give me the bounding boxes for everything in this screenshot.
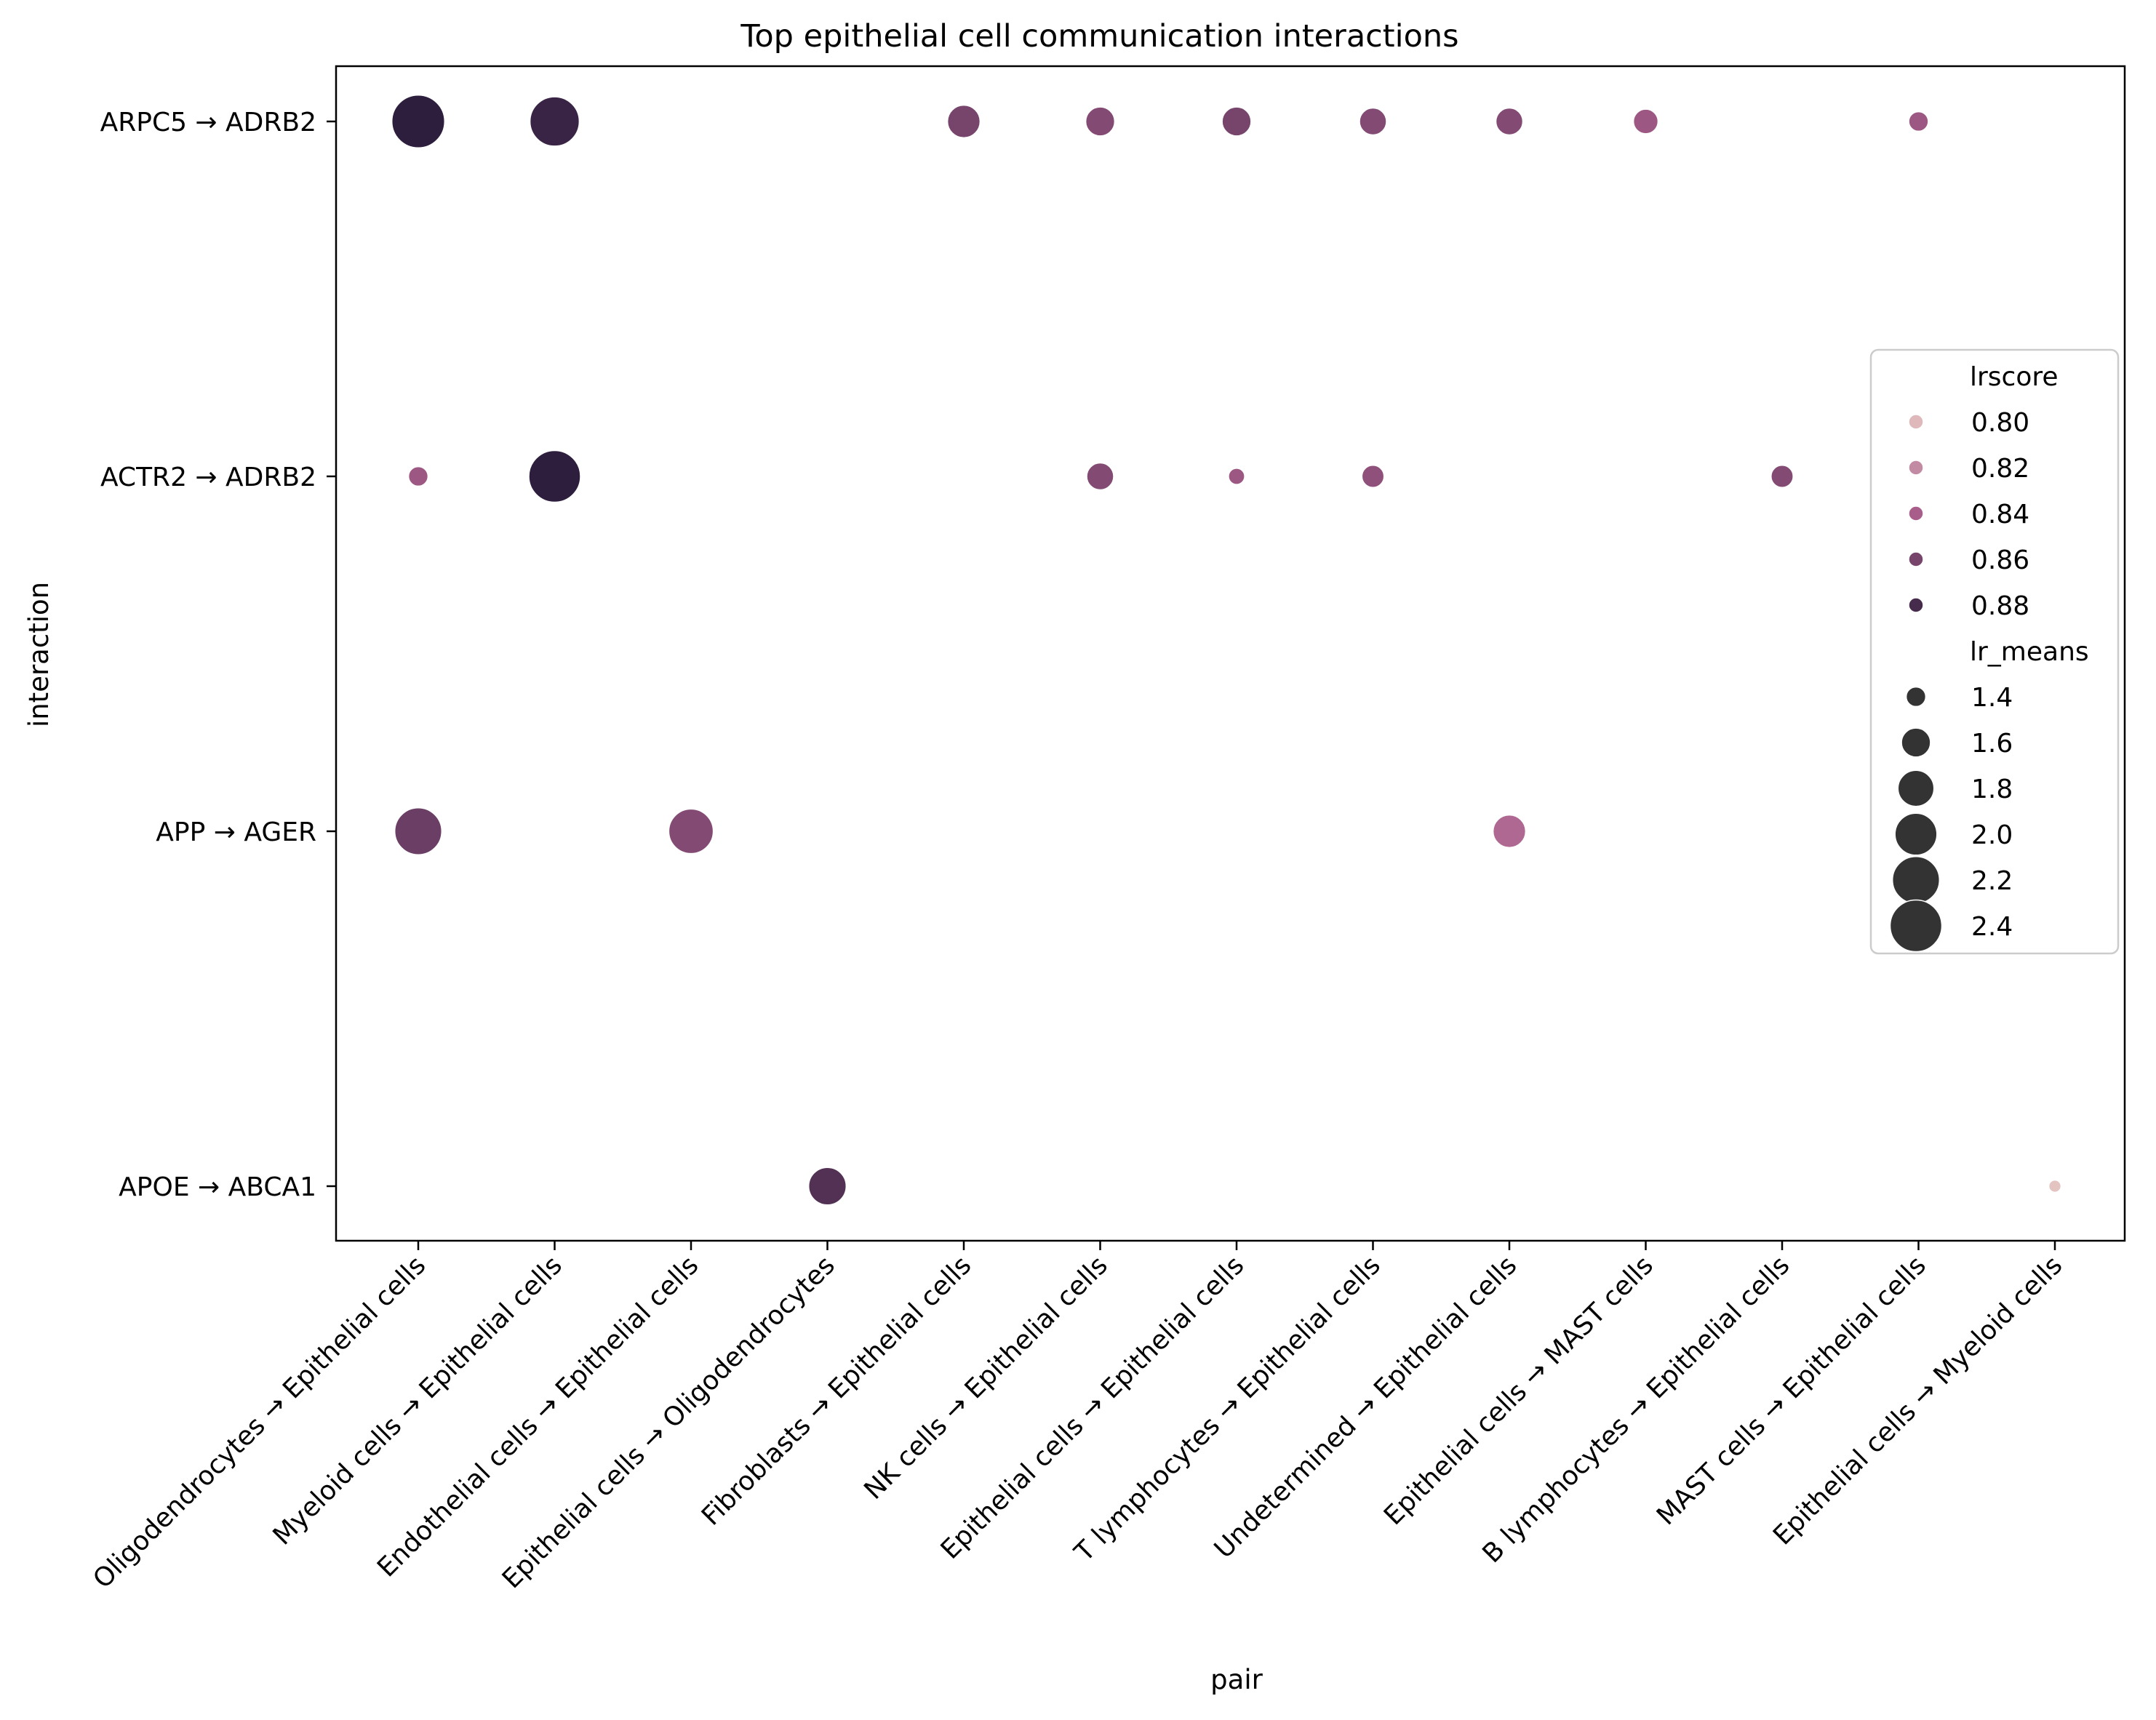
chart-title: Top epithelial cell communication intera…	[740, 18, 1458, 55]
legend: lrscore lr_means 0.80 0.82 0.84 0.86 0.88 1.4…	[1869, 348, 2120, 955]
y-tick-label: ARPC5 → ADRB2	[100, 108, 316, 137]
data-point	[1085, 106, 1116, 137]
legend-hue-marker	[1908, 597, 1924, 613]
data-point	[394, 807, 443, 856]
legend-size-label: 2.2	[1971, 866, 2013, 896]
x-axis-label: pair	[1210, 1664, 1263, 1695]
legend-hue-marker	[1908, 414, 1924, 430]
legend-hue-marker	[1908, 505, 1924, 521]
legend-frame	[1869, 348, 2120, 955]
data-point	[1492, 814, 1527, 849]
data-point	[391, 94, 446, 149]
legend-size-marker	[1901, 727, 1931, 758]
data-point	[1228, 468, 1245, 485]
y-tick-label: APOE → ABCA1	[119, 1172, 316, 1202]
legend-hue-marker	[1908, 460, 1924, 476]
legend-size-label: 2.0	[1971, 820, 2013, 850]
data-point	[1770, 465, 1794, 488]
data-point	[1495, 107, 1524, 136]
data-point	[1086, 462, 1114, 491]
data-point	[1908, 111, 1929, 132]
data-point	[2048, 1179, 2062, 1193]
legend-size-marker	[1897, 769, 1935, 807]
legend-size-label: 2.4	[1971, 912, 2013, 942]
legend-size-marker	[1891, 855, 1941, 905]
data-point	[1359, 107, 1387, 136]
data-point	[529, 96, 580, 147]
legend-hue-label: 0.82	[1971, 454, 2029, 484]
legend-hue-label: 0.86	[1971, 545, 2029, 575]
data-point	[946, 104, 981, 139]
legend-hue-label: 0.80	[1971, 408, 2029, 438]
legend-size-label: 1.6	[1971, 729, 2013, 759]
plot-frame	[335, 65, 2126, 1242]
legend-size-label: 1.4	[1971, 683, 2013, 713]
data-point	[528, 449, 581, 503]
data-point	[1221, 106, 1252, 137]
legend-size-title: lr_means	[1970, 637, 2089, 667]
legend-size-label: 1.8	[1971, 775, 2013, 804]
y-tick-label: ACTR2 → ADRB2	[100, 463, 316, 492]
legend-hue-label: 0.88	[1971, 591, 2029, 621]
y-axis-ticks: ARPC5 → ADRB2 ACTR2 → ADRB2 APP → AGER APOE…	[100, 108, 336, 1202]
data-point	[407, 465, 429, 487]
legend-hue-marker	[1908, 551, 1924, 567]
legend-size-marker	[1894, 812, 1938, 856]
data-point	[1361, 465, 1385, 488]
legend-size-marker	[1889, 899, 1943, 953]
data-point	[668, 808, 714, 855]
legend-hue-label: 0.84	[1971, 500, 2029, 529]
y-tick-label: APP → AGER	[156, 817, 316, 847]
data-points	[391, 94, 2062, 1206]
y-axis-label: interaction	[23, 582, 55, 727]
data-point	[1632, 108, 1659, 135]
legend-hue-title: lrscore	[1970, 362, 2059, 392]
legend-size-marker	[1905, 686, 1927, 708]
data-point	[807, 1167, 847, 1206]
